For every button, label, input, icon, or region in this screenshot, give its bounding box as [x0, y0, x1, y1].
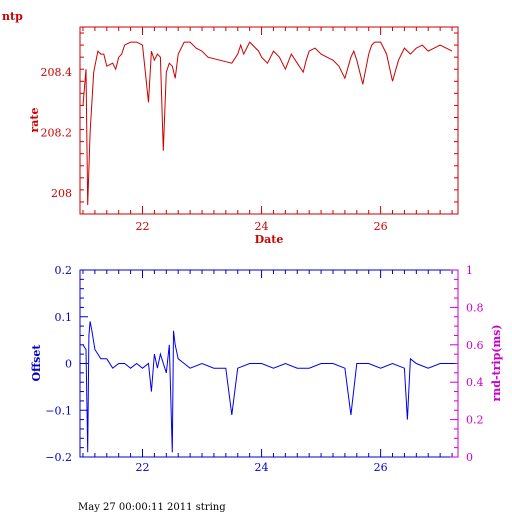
- x-tick-label: 26: [374, 461, 388, 474]
- bottom-axis-ticks: [80, 269, 458, 458]
- top-chart-title: ntp: [2, 10, 23, 23]
- x-tick-label: 22: [136, 461, 150, 474]
- x-tick-label: 24: [255, 220, 269, 233]
- right-y-tick-label: 0.4: [466, 376, 484, 389]
- y-tick-label: −0.1: [45, 404, 72, 417]
- bottom-y-tick-labels: −0.2 −0.1 0 0.1 0.2: [45, 264, 72, 464]
- y-tick-label: 0.1: [55, 311, 73, 324]
- top-y-axis-label: rate: [28, 107, 41, 132]
- top-plot-frame: [79, 26, 459, 215]
- bottom-right-y-tick-labels: 0 0.2 0.4 0.6 0.8 1: [466, 264, 484, 464]
- y-tick-label: 0: [65, 358, 72, 371]
- top-axis-ticks: [80, 27, 458, 215]
- bottom-right-y-axis-label: rnd-trip(ms): [490, 324, 503, 401]
- bottom-y-axis-label: Offset: [30, 344, 43, 382]
- right-y-tick-label: 1: [466, 264, 473, 277]
- top-x-tick-labels: 22 24 26: [136, 220, 388, 233]
- right-y-tick-label: 0.6: [466, 339, 484, 352]
- x-tick-label: 22: [136, 220, 150, 233]
- x-tick-label: 24: [255, 461, 269, 474]
- top-y-tick-labels: 208 208.2 208.4: [41, 66, 73, 200]
- y-tick-label: 208.2: [41, 127, 73, 140]
- y-tick-label: 0.2: [55, 264, 73, 277]
- right-y-tick-label: 0.8: [466, 301, 484, 314]
- footer-timestamp: May 27 00:00:11 2011 string: [78, 502, 226, 512]
- y-tick-label: 208: [51, 187, 72, 200]
- right-y-tick-label: 0: [466, 451, 473, 464]
- offset-series-line: [82, 321, 455, 453]
- x-tick-label: 26: [374, 220, 388, 233]
- top-x-axis-label: Date: [255, 233, 284, 246]
- rate-series-line: [82, 41, 453, 206]
- bottom-x-tick-labels: 22 24 26: [136, 461, 388, 474]
- y-tick-label: −0.2: [45, 451, 72, 464]
- y-tick-label: 208.4: [41, 66, 73, 79]
- right-y-tick-label: 0.2: [466, 414, 484, 427]
